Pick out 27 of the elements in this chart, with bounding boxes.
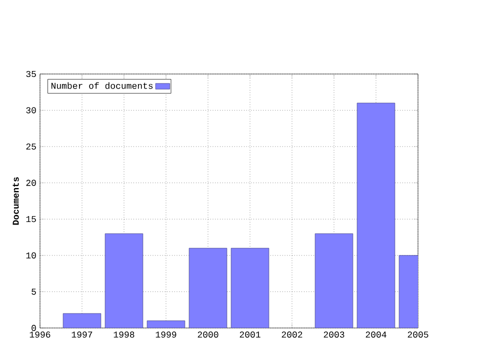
x-tick-label: 1996 xyxy=(30,332,50,338)
bar xyxy=(188,248,228,328)
y-tick-label: 5 xyxy=(32,288,36,295)
x-tick-label: 2001 xyxy=(240,332,260,338)
y-tick-label: 20 xyxy=(26,180,36,186)
y-axis-title: Documents xyxy=(12,177,19,225)
x-tick-label: 2005 xyxy=(408,332,428,338)
bar xyxy=(146,320,186,328)
y-tick-label: 35 xyxy=(26,70,36,78)
bar xyxy=(62,313,102,328)
bar xyxy=(104,233,144,328)
x-tick-label: 2003 xyxy=(324,332,344,338)
x-tick-label: 1997 xyxy=(72,332,92,338)
x-tick-label: 1998 xyxy=(114,332,134,338)
x-tick-label: 2000 xyxy=(198,332,218,338)
y-tick-label: 15 xyxy=(26,216,36,222)
bar xyxy=(356,102,396,328)
y-tick-label: 0 xyxy=(32,324,36,332)
x-tick-label: 1999 xyxy=(156,332,176,338)
x-tick-label: 2002 xyxy=(282,332,302,338)
y-tick-label: 25 xyxy=(26,144,36,150)
x-tick-label: 2004 xyxy=(366,332,386,338)
bar xyxy=(314,233,354,328)
legend-label: Number of documents xyxy=(51,82,153,89)
bar xyxy=(230,248,270,328)
y-tick-label: 30 xyxy=(26,107,36,114)
y-tick-label: 10 xyxy=(26,252,36,258)
